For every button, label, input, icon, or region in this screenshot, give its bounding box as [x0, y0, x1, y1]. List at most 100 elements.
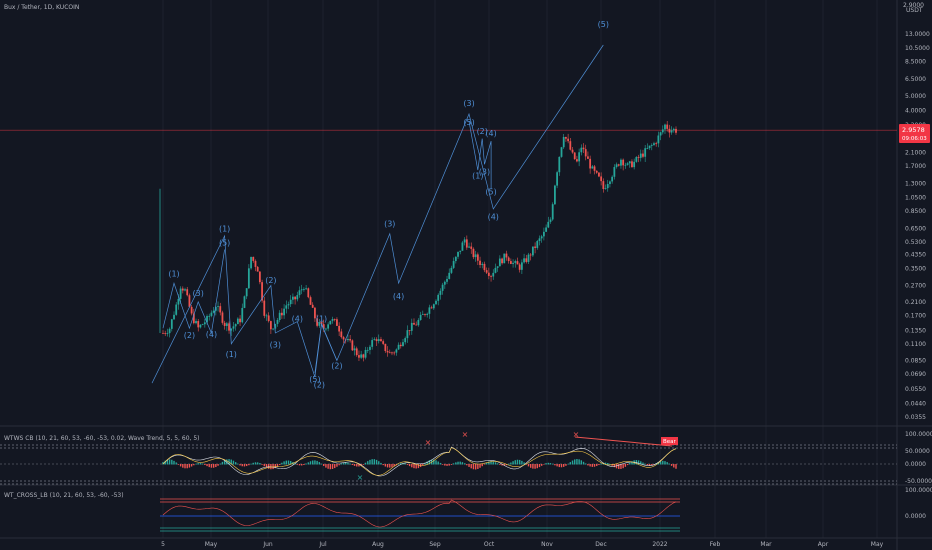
indicator-2-title: WT_CROSS_LB (10, 21, 60, 53, -60, -53): [4, 492, 124, 499]
wt-histogram-bar: [624, 464, 627, 467]
candle-body: [305, 288, 308, 290]
currency-label: USDT: [906, 7, 923, 14]
time-tick-label: Jul: [318, 541, 327, 548]
candle-body: [203, 322, 206, 325]
wt-histogram-bar: [463, 463, 466, 465]
wt-histogram-bar: [261, 464, 263, 465]
candle-body: [369, 346, 371, 350]
candle-body: [181, 288, 184, 291]
wt-histogram-bar: [466, 464, 468, 466]
time-tick-label: Mar: [760, 541, 772, 548]
time-tick-label: Jun: [262, 541, 273, 548]
wt-histogram-bar: [217, 464, 219, 466]
wt-histogram-bar: [604, 462, 607, 465]
wt-histogram-bar: [554, 464, 556, 466]
wt-histogram-bar: [256, 462, 259, 465]
wt-histogram-bar: [587, 464, 589, 466]
wt-histogram-bar: [598, 464, 600, 466]
wave-label: (4): [292, 315, 303, 324]
candle-body: [509, 261, 512, 264]
candle-body: [391, 352, 393, 354]
candle-body: [325, 328, 327, 330]
candle-body: [340, 331, 343, 338]
candle-body: [362, 354, 365, 358]
candle-body: [468, 246, 470, 248]
wt-histogram-bar: [578, 459, 580, 465]
wt-histogram-bar: [659, 461, 662, 465]
wt-histogram-bar: [353, 464, 356, 466]
candle-body: [483, 263, 486, 271]
wt-histogram-bar: [206, 464, 208, 467]
wt-histogram-bar: [298, 464, 301, 466]
wt-histogram-bar: [468, 464, 470, 467]
candle-body: [210, 312, 213, 316]
candle-body: [274, 323, 277, 329]
candle-body: [197, 321, 200, 328]
candle-body: [192, 313, 195, 324]
wt-histogram-bar: [204, 464, 206, 465]
price-tick-label: 0.2700: [905, 283, 926, 290]
candle-body: [170, 319, 173, 329]
candle-body: [527, 254, 530, 262]
candle-body: [523, 258, 525, 263]
wave-label: (5): [485, 187, 496, 196]
wt-histogram-bar: [470, 464, 472, 469]
candle-body: [421, 314, 424, 315]
wt-histogram-bar: [452, 463, 455, 465]
candle-body: [254, 260, 257, 267]
candle-body: [567, 138, 570, 142]
candle-body: [602, 181, 605, 189]
candle-body: [298, 290, 301, 296]
price-tick-label: 0.1700: [905, 313, 926, 320]
candle-body: [351, 340, 354, 351]
candle-body: [300, 289, 303, 291]
price-tick-label: 0.0440: [905, 400, 926, 407]
wave-label: (4): [206, 330, 217, 339]
candle-body: [439, 290, 442, 295]
wt-histogram-bar: [351, 464, 354, 465]
candle-body: [450, 267, 453, 273]
wt-histogram-bar: [166, 459, 169, 465]
wt-histogram-bar: [673, 464, 675, 468]
ind1-tick-50: 50.0000: [905, 448, 930, 455]
price-tick-label: 5.0000: [905, 93, 926, 100]
candle-body: [549, 219, 552, 222]
wt-histogram-bar: [285, 460, 287, 465]
wt-histogram-bar: [525, 464, 527, 465]
candle-body: [672, 128, 675, 131]
wt-histogram-bar: [640, 461, 642, 465]
wt-histogram-bar: [635, 460, 638, 465]
wt-histogram-bar: [243, 464, 246, 467]
wt-histogram-bar: [384, 464, 387, 467]
wt-histogram-bar: [620, 464, 622, 469]
bear-badge: [661, 437, 678, 445]
wt-histogram-bar: [197, 463, 199, 465]
wt-histogram-bar: [404, 463, 406, 465]
candle-body: [628, 161, 631, 164]
wt-histogram-bar: [316, 460, 318, 465]
wt-cross-oscillator: [162, 499, 677, 528]
price-tick-label: 6.5000: [905, 76, 926, 83]
wt-histogram-bar: [518, 459, 521, 465]
wt-histogram-bar: [448, 464, 450, 466]
wt-histogram-bar: [175, 462, 177, 465]
wt-histogram-bar: [338, 464, 340, 466]
wt-line-slow: [162, 447, 677, 476]
wave-label: (4): [393, 292, 404, 301]
time-tick-label: Oct: [484, 541, 495, 548]
wt-histogram-bar: [631, 461, 633, 465]
candle-body: [595, 170, 598, 173]
time-tick-label: Nov: [541, 541, 553, 548]
wave-label: (1): [226, 350, 237, 359]
wt-histogram-bar: [287, 460, 290, 465]
wt-histogram-bar: [208, 464, 210, 468]
candle-body: [419, 314, 422, 320]
time-tick-label: May: [871, 541, 884, 548]
wt-histogram-bar: [422, 464, 424, 466]
candlestick-series: [159, 121, 677, 362]
ind2-tick-100: 100.0000: [905, 487, 932, 494]
candle-body: [578, 152, 581, 162]
candle-body: [615, 164, 618, 168]
candle-body: [327, 324, 330, 329]
candle-body: [529, 254, 532, 256]
